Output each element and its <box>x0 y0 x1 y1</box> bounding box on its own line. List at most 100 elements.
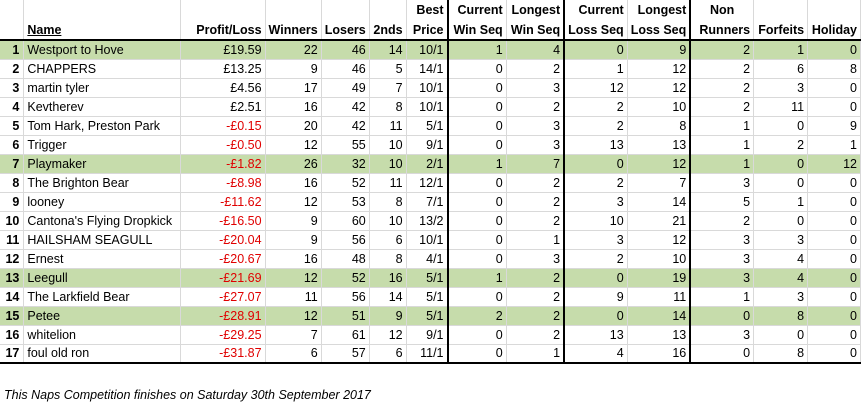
cell-winners: 16 <box>265 97 322 117</box>
cell-current-win-seq: 1 <box>446 40 507 60</box>
cell-longest-loss-seq: 9 <box>627 40 691 60</box>
cell-name: The Brighton Bear <box>23 173 182 193</box>
cell-non-runners: 2 <box>689 211 755 231</box>
table-row: 5 Tom Hark, Preston Park -£0.15 20 42 11 5/1 0 3… <box>0 116 861 136</box>
cell-non-runners: 3 <box>689 230 755 250</box>
cell-non-runners: 5 <box>689 192 755 212</box>
cell-longest-loss-seq: 11 <box>627 287 691 307</box>
cell-losers: 46 <box>321 40 370 60</box>
cell-current-loss-seq: 1 <box>563 59 628 79</box>
cell-current-win-seq: 0 <box>446 192 507 212</box>
cell-holiday: 0 <box>807 192 861 212</box>
cell-current-win-seq: 0 <box>446 230 507 250</box>
cell-best-price: 5/1 <box>406 287 449 307</box>
cell-best-price: 5/1 <box>406 116 449 136</box>
cell-name: Leegull <box>23 268 182 288</box>
cell-seconds: 14 <box>369 40 407 60</box>
cell-forfeits: 0 <box>753 116 809 136</box>
cell-longest-win-seq: 2 <box>506 325 565 345</box>
table-row: 8 The Brighton Bear -£8.98 16 52 11 12/1 0 2 2 7 3 0… <box>0 173 861 193</box>
cell-forfeits: 1 <box>753 40 809 60</box>
cell-seconds: 7 <box>369 78 407 98</box>
cell-non-runners: 2 <box>689 78 755 98</box>
cell-longest-loss-seq: 13 <box>627 135 691 155</box>
header-non-runners-line1: Non <box>689 0 755 20</box>
header-rank <box>0 20 25 41</box>
cell-forfeits: 4 <box>753 268 809 288</box>
competition-end-note: This Naps Competition finishes on Saturd… <box>4 388 371 402</box>
cell-current-win-seq: 0 <box>446 211 507 231</box>
cell-rank: 7 <box>0 154 25 174</box>
cell-non-runners: 2 <box>689 59 755 79</box>
cell-rank: 9 <box>0 192 25 212</box>
cell-losers: 42 <box>321 116 370 136</box>
cell-non-runners: 0 <box>689 306 755 326</box>
cell-forfeits: 2 <box>753 135 809 155</box>
header-holiday: Holiday <box>807 20 861 41</box>
cell-forfeits: 4 <box>753 249 809 269</box>
cell-forfeits: 8 <box>753 344 809 364</box>
cell-rank: 12 <box>0 249 25 269</box>
cell-longest-loss-seq: 12 <box>627 230 691 250</box>
cell-forfeits: 8 <box>753 306 809 326</box>
cell-current-win-seq: 2 <box>446 306 507 326</box>
cell-rank: 11 <box>0 230 25 250</box>
cell-forfeits: 11 <box>753 97 809 117</box>
cell-seconds: 9 <box>369 306 407 326</box>
cell-seconds: 10 <box>369 211 407 231</box>
cell-profit-loss: -£31.87 <box>180 344 266 364</box>
cell-longest-win-seq: 2 <box>506 287 565 307</box>
cell-seconds: 8 <box>369 249 407 269</box>
cell-non-runners: 3 <box>689 268 755 288</box>
cell-current-win-seq: 0 <box>446 344 507 364</box>
cell-current-loss-seq: 12 <box>563 78 628 98</box>
cell-non-runners: 1 <box>689 154 755 174</box>
naps-league-table: Best Current Longest Current Longest Non… <box>0 0 861 364</box>
cell-losers: 56 <box>321 287 370 307</box>
cell-name: foul old ron <box>23 344 182 364</box>
cell-winners: 7 <box>265 325 322 345</box>
cell-current-loss-seq: 3 <box>563 230 628 250</box>
cell-best-price: 7/1 <box>406 192 449 212</box>
cell-losers: 42 <box>321 97 370 117</box>
table-row: 15 Petee -£28.91 12 51 9 5/1 2 2 0 14 0 8 0 <box>0 306 861 326</box>
cell-winners: 11 <box>265 287 322 307</box>
cell-holiday: 0 <box>807 230 861 250</box>
cell-current-win-seq: 0 <box>446 78 507 98</box>
cell-current-loss-seq: 13 <box>563 325 628 345</box>
cell-best-price: 5/1 <box>406 268 449 288</box>
cell-seconds: 8 <box>369 192 407 212</box>
cell-forfeits: 1 <box>753 192 809 212</box>
cell-name: Cantona's Flying Dropkick <box>23 211 182 231</box>
cell-current-win-seq: 0 <box>446 325 507 345</box>
header-losers: Losers <box>321 20 370 41</box>
cell-current-loss-seq: 2 <box>563 173 628 193</box>
cell-longest-loss-seq: 10 <box>627 249 691 269</box>
cell-seconds: 5 <box>369 59 407 79</box>
cell-forfeits: 0 <box>753 173 809 193</box>
cell-rank: 15 <box>0 306 25 326</box>
cell-name: Trigger <box>23 135 182 155</box>
cell-rank: 16 <box>0 325 25 345</box>
cell-seconds: 11 <box>369 116 407 136</box>
cell-holiday: 9 <box>807 116 861 136</box>
cell-longest-loss-seq: 21 <box>627 211 691 231</box>
cell-losers: 56 <box>321 230 370 250</box>
cell-current-win-seq: 1 <box>446 268 507 288</box>
cell-longest-win-seq: 2 <box>506 268 565 288</box>
table-row: 6 Trigger -£0.50 12 55 10 9/1 0 3 13 13 1 2 1 <box>0 135 861 155</box>
cell-forfeits: 0 <box>753 325 809 345</box>
cell-holiday: 8 <box>807 59 861 79</box>
cell-name: Westport to Hove <box>23 40 182 60</box>
cell-winners: 6 <box>265 344 322 364</box>
cell-current-loss-seq: 10 <box>563 211 628 231</box>
table-row: 7 Playmaker -£1.82 26 32 10 2/1 1 7 0 12 1 0 12 <box>0 154 861 174</box>
cell-longest-loss-seq: 7 <box>627 173 691 193</box>
cell-best-price: 12/1 <box>406 173 449 193</box>
cell-winners: 16 <box>265 249 322 269</box>
cell-best-price: 14/1 <box>406 59 449 79</box>
cell-losers: 53 <box>321 192 370 212</box>
cell-profit-loss: -£16.50 <box>180 211 266 231</box>
table-row: 17 foul old ron -£31.87 6 57 6 11/1 0 1 4 16 0 8 0 <box>0 344 861 364</box>
cell-current-win-seq: 0 <box>446 59 507 79</box>
